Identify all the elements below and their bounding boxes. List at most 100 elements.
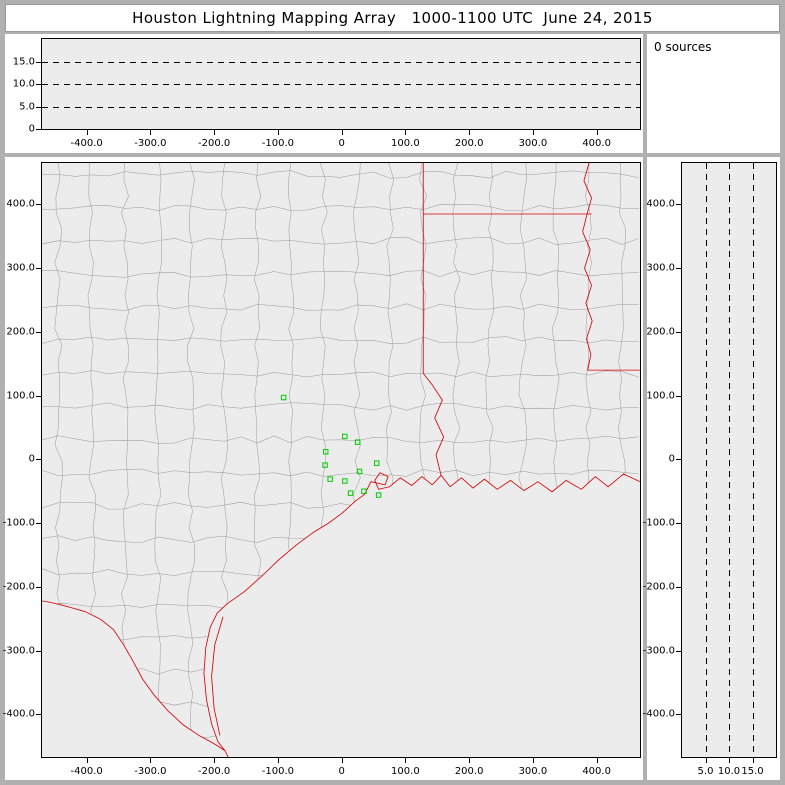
alt-axis-tick-label: 0 [28, 123, 35, 135]
alt-axis-tick [36, 129, 41, 130]
map-ns-axis-tick [36, 268, 41, 270]
lma-station-marker [361, 488, 367, 494]
ns-axis-tick-label: -400.0 [642, 708, 675, 720]
map-ns-axis-tick [36, 714, 41, 716]
lma-station-marker [280, 394, 287, 401]
lma-station-marker [322, 462, 328, 468]
map-ew-axis-tick-label: 200.0 [454, 766, 484, 777]
ew-axis-tick [150, 130, 152, 135]
ns-axis-tick-label: 200.0 [646, 326, 675, 338]
county-boundaries [42, 163, 639, 757]
map-ns-axis-tick [36, 331, 41, 333]
altitude-northsouth-plot-area[interactable]: 5.0 10.0 15.0 400.0 300.0 200.0 100.0 0 -100.0 -2… [643, 162, 777, 777]
map-ew-axis-tick-label: 300.0 [518, 766, 548, 777]
map-ew-axis-tick [277, 758, 279, 763]
ns-axis-tick-label: -100.0 [642, 517, 675, 529]
map-ns-axis-tick-label: 100.0 [6, 390, 35, 402]
map-ew-axis-tick [150, 758, 152, 763]
alt-axis-tick-label: 10.0 [717, 766, 741, 777]
map-ns-axis-tick [36, 459, 41, 461]
map-ew-axis-tick-label: 100.0 [391, 766, 420, 777]
texas-map-graphic [42, 163, 640, 757]
mississippi-river [582, 163, 593, 371]
ns-axis-tick [676, 714, 681, 716]
ns-axis-tick [676, 650, 681, 652]
alt-axis-tick [752, 758, 754, 763]
page-title: Houston Lightning Mapping Array 1000-110… [132, 9, 653, 27]
map-ew-axis-tick-label: 400.0 [582, 766, 611, 777]
altitude-reference-line-5 [42, 106, 640, 108]
rio-grande-border [42, 600, 226, 751]
ew-axis-tick-label: -300.0 [134, 138, 167, 149]
ns-axis-tick-label: 100.0 [646, 390, 675, 402]
altitude-reference-line-10 [42, 84, 640, 85]
map-ew-axis-tick [341, 758, 343, 763]
ew-axis-tick [214, 130, 216, 135]
sources-count-panel: 0 sources [647, 34, 780, 153]
map-ns-axis-tick-label: 300.0 [6, 262, 35, 274]
alt-axis-tick-label: 5.0 [697, 766, 714, 777]
state-borders-and-coastline [42, 163, 640, 757]
map-ew-axis-tick-label: -400.0 [70, 766, 103, 777]
ns-axis-tick [676, 268, 681, 270]
altitude-northsouth-panel: 5.0 10.0 15.0 400.0 300.0 200.0 100.0 0 -100.0 -2… [643, 157, 780, 780]
map-ns-axis-tick [36, 523, 41, 525]
ew-axis-tick-label: -100.0 [261, 138, 294, 149]
ns-axis-tick-label: -300.0 [642, 645, 675, 657]
map-ew-axis-tick [214, 758, 216, 763]
title-bar: Houston Lightning Mapping Array 1000-110… [5, 4, 780, 32]
ew-axis-tick [277, 130, 279, 135]
ns-axis-tick [676, 331, 681, 333]
map-ns-axis-tick-label: 200.0 [6, 326, 35, 338]
alt-axis-tick [36, 61, 41, 63]
alt-axis-tick [36, 84, 41, 85]
ns-axis-tick [676, 459, 681, 461]
plan-view-map-plot-area[interactable]: -400.0 -300.0 -200.0 -100.0 0 100.0 200.0 300.0… [3, 162, 641, 777]
map-ew-axis-tick [86, 758, 88, 763]
ns-axis-tick [676, 204, 681, 206]
map-ew-axis-tick-label: 0 [338, 766, 345, 777]
alt-axis-tick-label: 10.0 [12, 78, 35, 90]
alt-axis-tick-label: 5.0 [19, 101, 35, 112]
map-ns-axis-tick-label: -200.0 [2, 581, 35, 593]
lma-station-marker [342, 478, 348, 484]
padre-island [211, 616, 224, 736]
altitude-reference-line-15 [42, 61, 640, 63]
alt-axis-tick [705, 758, 707, 763]
alt-axis-tick-label: 15.0 [741, 766, 764, 777]
ns-axis-tick [676, 523, 681, 525]
altitude-eastwest-plot-area[interactable]: -400.0 -300.0 -200.0 -100.0 0 100.0 200.0 300.0… [13, 38, 641, 149]
ns-axis-tick [676, 395, 681, 397]
ew-axis-tick-label: -400.0 [70, 138, 103, 149]
map-ns-axis-tick-label: -100.0 [2, 517, 35, 529]
lma-station-marker [375, 492, 382, 498]
county-boundary-lines [42, 163, 639, 757]
ew-axis-tick [405, 130, 407, 135]
ns-axis-tick-label: 300.0 [646, 262, 675, 274]
ns-axis-tick [676, 586, 681, 588]
ns-axis-tick-label: 0 [668, 453, 675, 465]
ew-axis-tick-label: 100.0 [391, 138, 420, 149]
ew-axis-tick-label: 300.0 [518, 138, 548, 149]
map-ns-axis-tick-label: -400.0 [2, 708, 35, 720]
ew-axis-tick [532, 130, 534, 135]
lma-station-marker [354, 439, 361, 445]
altitude-eastwest-panel: -400.0 -300.0 -200.0 -100.0 0 100.0 200.0 300.0… [5, 34, 643, 153]
map-ns-axis-tick-label: -300.0 [2, 645, 35, 657]
map-ew-axis-tick [469, 758, 471, 763]
map-ew-axis-tick [596, 758, 598, 763]
lma-station-marker [373, 460, 380, 466]
sources-count-label: 0 sources [654, 40, 712, 54]
lma-station-marker [347, 490, 354, 496]
ew-axis-tick-label: 200.0 [454, 138, 484, 149]
ns-axis-tick-label: 400.0 [646, 198, 675, 210]
alt-axis-tick [36, 106, 41, 108]
altitude-reference-line-15 [752, 163, 754, 757]
map-ew-axis-tick [532, 758, 534, 763]
lma-station-marker [322, 448, 329, 455]
gulf-coastline [203, 472, 640, 757]
map-ns-axis-tick-label: 400.0 [6, 198, 35, 210]
ew-axis-tick [86, 130, 88, 135]
map-ew-axis-tick-label: -100.0 [261, 766, 294, 777]
